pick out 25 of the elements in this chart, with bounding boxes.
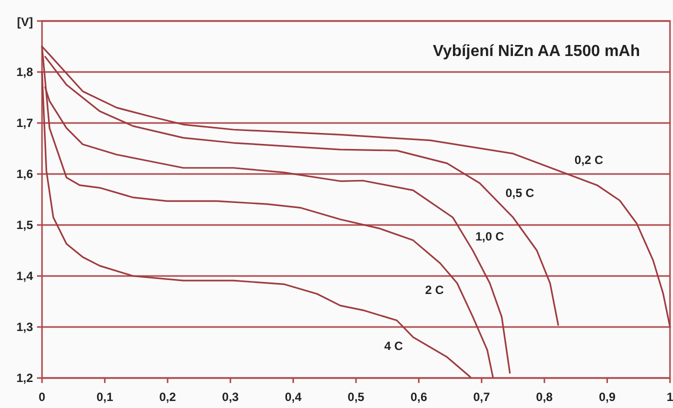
- y-tick-label: 1,3: [16, 320, 34, 334]
- text: Vybíjení NiZn AA 1500 mAh: [432, 43, 640, 60]
- x-tick-label: 0,5: [348, 390, 365, 404]
- y-tick-label: 1,4: [16, 269, 34, 283]
- y-tick-label: 1,8: [16, 65, 34, 79]
- y-tick-label: 1,2: [16, 371, 34, 385]
- x-tick-label: 1: [666, 390, 673, 404]
- x-tick-label: 0,8: [536, 390, 554, 404]
- series-label: 2 C: [425, 282, 444, 297]
- y-tick-label: 1,6: [16, 167, 34, 181]
- series-label: 0,5 C: [505, 186, 534, 200]
- x-tick-label: 0,3: [222, 390, 240, 404]
- y-tick-label: 1,5: [16, 218, 34, 232]
- y-tick-label: 1,7: [16, 116, 34, 130]
- x-tick-label: 0,1: [96, 390, 114, 404]
- x-tick-label: 0: [38, 390, 46, 404]
- x-tick-label: 0,2: [159, 390, 176, 404]
- x-tick-label: 0,7: [473, 390, 490, 404]
- x-tick-label: 0,9: [598, 390, 616, 404]
- series-label: 1,0 C: [475, 229, 504, 244]
- x-tick-label: 0,6: [410, 390, 428, 404]
- series-label: 4 C: [384, 338, 404, 353]
- x-tick-label: 0,4: [284, 390, 302, 404]
- series-label: 0,2 C: [574, 152, 604, 167]
- y-axis-title: [V]: [17, 15, 33, 29]
